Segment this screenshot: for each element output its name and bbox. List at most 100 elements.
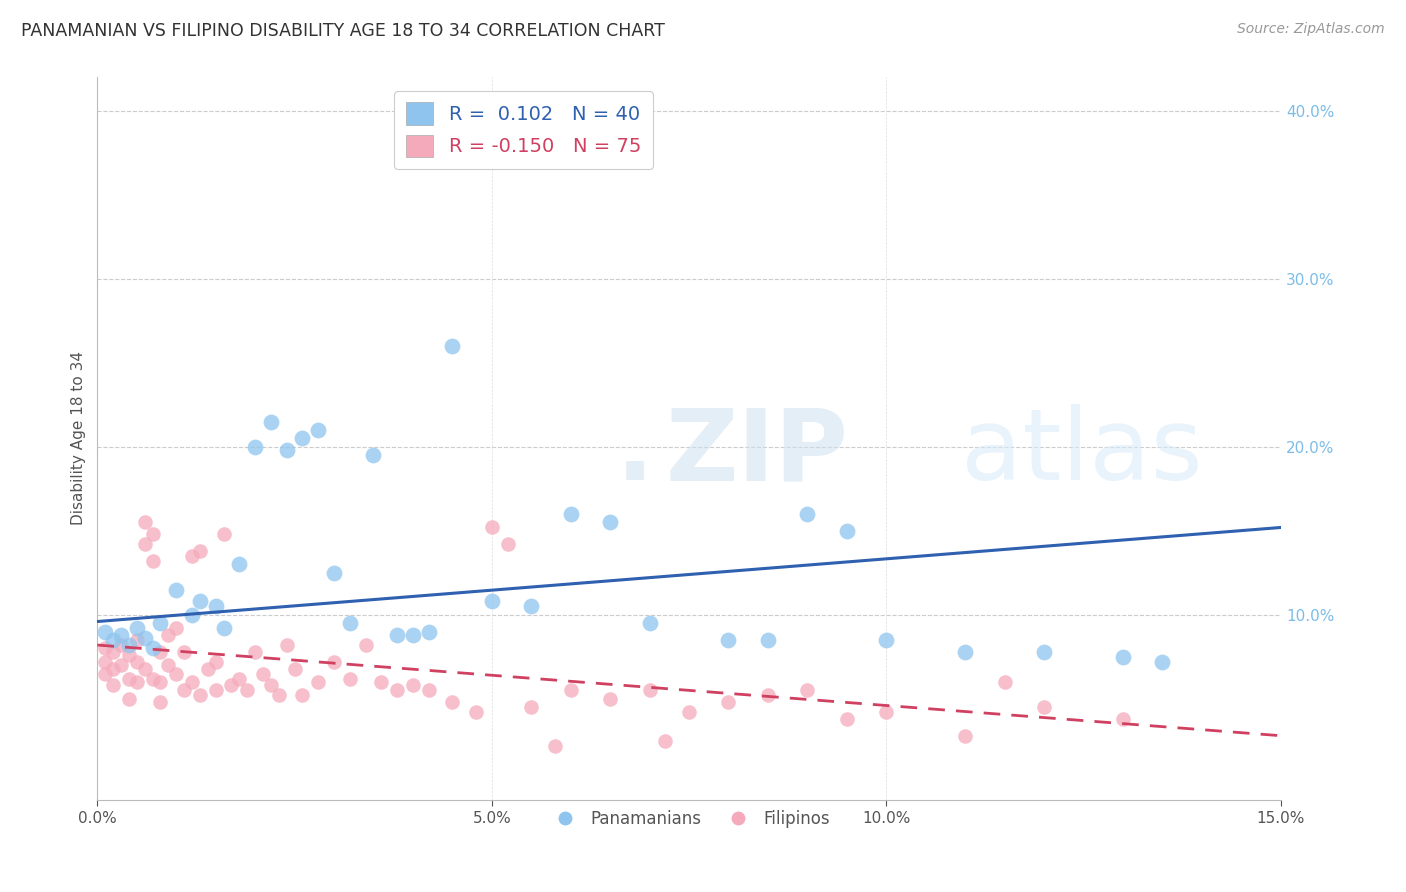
Point	[1152, 655, 1174, 669]
Point	[94, 624, 117, 639]
Point	[481, 594, 503, 608]
Point	[339, 672, 361, 686]
Point	[385, 683, 408, 698]
Point	[354, 638, 377, 652]
Point	[165, 582, 187, 597]
Point	[284, 661, 307, 675]
Point	[165, 621, 187, 635]
Point	[638, 616, 661, 631]
Point	[560, 507, 582, 521]
Point	[654, 733, 676, 747]
Point	[267, 689, 290, 703]
Point	[101, 645, 124, 659]
Point	[1033, 645, 1056, 659]
Point	[520, 599, 543, 614]
Point	[134, 632, 156, 646]
Point	[243, 645, 266, 659]
Point	[560, 683, 582, 698]
Point	[835, 524, 858, 538]
Point	[291, 432, 314, 446]
Point	[165, 666, 187, 681]
Point	[149, 695, 172, 709]
Point	[181, 607, 204, 622]
Point	[796, 683, 818, 698]
Text: ZIP: ZIP	[665, 404, 848, 501]
Point	[953, 729, 976, 743]
Point	[101, 632, 124, 647]
Point	[363, 448, 385, 462]
Point	[835, 712, 858, 726]
Point	[236, 683, 259, 698]
Point	[441, 695, 464, 709]
Point	[134, 661, 156, 675]
Point	[496, 537, 519, 551]
Point	[228, 672, 250, 686]
Point	[717, 632, 740, 647]
Point	[323, 655, 346, 669]
Point	[875, 632, 897, 647]
Point	[134, 537, 156, 551]
Point	[291, 689, 314, 703]
Point	[157, 628, 180, 642]
Point	[441, 339, 464, 353]
Point	[101, 661, 124, 675]
Point	[418, 624, 440, 639]
Point	[94, 641, 117, 656]
Point	[994, 675, 1017, 690]
Text: atlas: atlas	[962, 404, 1202, 501]
Y-axis label: Disability Age 18 to 34: Disability Age 18 to 34	[72, 351, 86, 525]
Point	[110, 658, 132, 673]
Point	[101, 678, 124, 692]
Text: Source: ZipAtlas.com: Source: ZipAtlas.com	[1237, 22, 1385, 37]
Point	[110, 638, 132, 652]
Point	[276, 638, 298, 652]
Point	[118, 648, 141, 662]
Point	[481, 520, 503, 534]
Point	[307, 675, 329, 690]
Point	[181, 675, 204, 690]
Point	[142, 554, 165, 568]
Point	[221, 678, 243, 692]
Point	[212, 527, 235, 541]
Point	[323, 566, 346, 580]
Point	[544, 739, 567, 753]
Point	[125, 655, 148, 669]
Point	[149, 645, 172, 659]
Point	[402, 678, 425, 692]
Point	[418, 683, 440, 698]
Point	[118, 638, 141, 652]
Point	[149, 616, 172, 631]
Point	[875, 705, 897, 719]
Point	[149, 675, 172, 690]
Point	[599, 691, 621, 706]
Point	[134, 516, 156, 530]
Point	[204, 655, 226, 669]
Point	[142, 672, 165, 686]
Point	[125, 621, 148, 635]
Point	[110, 628, 132, 642]
Point	[173, 683, 195, 698]
Point	[276, 443, 298, 458]
Point	[228, 558, 250, 572]
Point	[118, 691, 141, 706]
Point	[252, 666, 274, 681]
Point	[385, 628, 408, 642]
Point	[94, 655, 117, 669]
Point	[520, 700, 543, 714]
Point	[204, 599, 226, 614]
Point	[157, 658, 180, 673]
Point	[756, 689, 779, 703]
Point	[125, 632, 148, 647]
Point	[188, 689, 211, 703]
Text: PANAMANIAN VS FILIPINO DISABILITY AGE 18 TO 34 CORRELATION CHART: PANAMANIAN VS FILIPINO DISABILITY AGE 18…	[21, 22, 665, 40]
Point	[307, 423, 329, 437]
Point	[1112, 712, 1135, 726]
Point	[465, 705, 488, 719]
Point	[243, 440, 266, 454]
Point	[756, 632, 779, 647]
Point	[188, 594, 211, 608]
Point	[339, 616, 361, 631]
Point	[717, 695, 740, 709]
Point	[118, 672, 141, 686]
Point	[402, 628, 425, 642]
